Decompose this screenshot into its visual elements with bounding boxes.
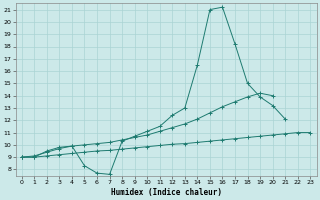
X-axis label: Humidex (Indice chaleur): Humidex (Indice chaleur): [110, 188, 221, 197]
